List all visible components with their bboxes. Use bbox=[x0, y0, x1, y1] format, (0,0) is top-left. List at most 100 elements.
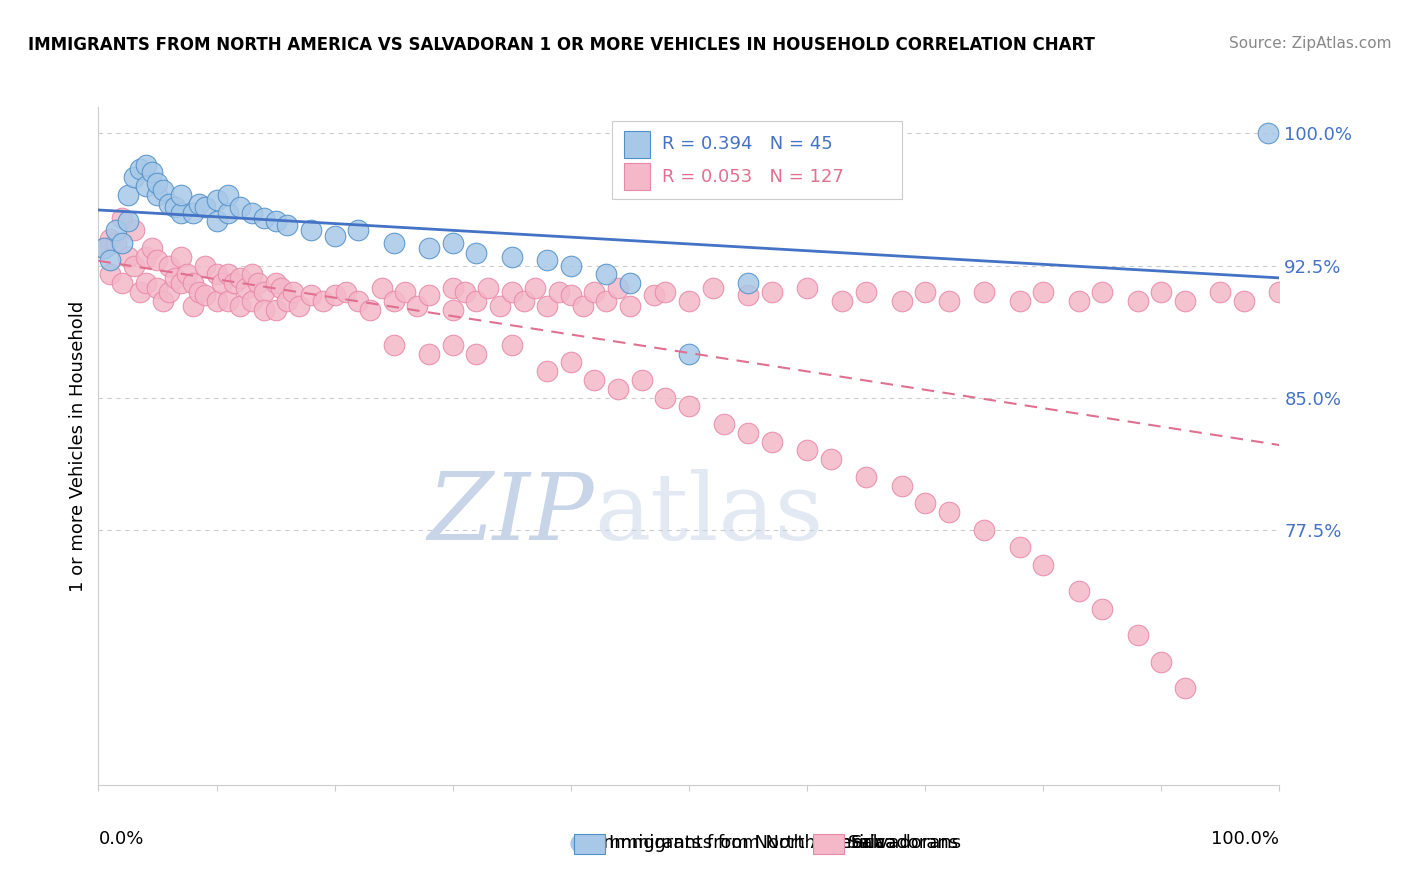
Text: ●: ● bbox=[568, 831, 591, 855]
Text: atlas: atlas bbox=[595, 469, 824, 558]
Text: 0.0%: 0.0% bbox=[98, 830, 143, 847]
Point bbox=[501, 285, 523, 299]
Point bbox=[583, 285, 606, 299]
Point bbox=[217, 205, 239, 219]
Point bbox=[264, 276, 287, 290]
Point bbox=[299, 288, 322, 302]
Point bbox=[122, 170, 145, 185]
Text: ●: ● bbox=[821, 831, 844, 855]
Point bbox=[240, 293, 263, 308]
Point bbox=[607, 382, 630, 396]
Point bbox=[560, 288, 582, 302]
Point bbox=[135, 179, 157, 194]
Point bbox=[165, 270, 187, 285]
Point bbox=[890, 478, 912, 492]
Point bbox=[536, 253, 558, 268]
Point bbox=[548, 285, 571, 299]
Point bbox=[1257, 127, 1279, 141]
Text: Salvadorans: Salvadorans bbox=[848, 834, 959, 852]
Point bbox=[477, 281, 499, 295]
Point bbox=[135, 276, 157, 290]
Point bbox=[1233, 293, 1256, 308]
Point bbox=[394, 285, 416, 299]
Point bbox=[240, 205, 263, 219]
Point bbox=[194, 259, 217, 273]
Point bbox=[441, 235, 464, 250]
Point bbox=[117, 214, 139, 228]
Point bbox=[270, 281, 292, 295]
Point bbox=[146, 188, 169, 202]
Point bbox=[737, 425, 759, 440]
Point bbox=[1091, 602, 1114, 616]
Point bbox=[187, 285, 209, 299]
Point bbox=[1067, 584, 1090, 599]
Point bbox=[181, 205, 204, 219]
Point bbox=[973, 285, 995, 299]
Point bbox=[205, 268, 228, 282]
Point bbox=[135, 250, 157, 264]
Point bbox=[111, 235, 134, 250]
Point bbox=[382, 293, 405, 308]
Point bbox=[246, 276, 269, 290]
Text: Salvadorans: Salvadorans bbox=[851, 834, 962, 852]
Point bbox=[323, 288, 346, 302]
FancyBboxPatch shape bbox=[612, 120, 901, 199]
Point bbox=[607, 281, 630, 295]
Point bbox=[737, 276, 759, 290]
Point bbox=[288, 299, 311, 313]
Point bbox=[831, 293, 853, 308]
Text: Source: ZipAtlas.com: Source: ZipAtlas.com bbox=[1229, 36, 1392, 51]
Point bbox=[111, 276, 134, 290]
Point bbox=[643, 288, 665, 302]
Point bbox=[347, 293, 370, 308]
Point bbox=[111, 211, 134, 225]
Point bbox=[264, 214, 287, 228]
Point bbox=[418, 241, 440, 255]
Point bbox=[146, 281, 169, 295]
Point bbox=[157, 259, 180, 273]
Point bbox=[165, 201, 187, 215]
Point bbox=[128, 161, 150, 176]
Text: Immigrants from North America: Immigrants from North America bbox=[598, 834, 884, 852]
Point bbox=[194, 201, 217, 215]
Text: 100.0%: 100.0% bbox=[1212, 830, 1279, 847]
Point bbox=[441, 337, 464, 351]
Point bbox=[1008, 293, 1031, 308]
Point bbox=[253, 211, 276, 225]
Point bbox=[235, 281, 257, 295]
Point bbox=[335, 285, 357, 299]
Point bbox=[105, 235, 128, 250]
Text: R = 0.394   N = 45: R = 0.394 N = 45 bbox=[662, 136, 832, 153]
Point bbox=[512, 293, 534, 308]
Point bbox=[1126, 628, 1149, 642]
Point bbox=[796, 443, 818, 458]
Point bbox=[323, 228, 346, 243]
Point bbox=[382, 337, 405, 351]
Point bbox=[152, 293, 174, 308]
Point bbox=[347, 223, 370, 237]
Point bbox=[205, 293, 228, 308]
Point bbox=[914, 496, 936, 510]
Point bbox=[229, 201, 252, 215]
Point bbox=[571, 299, 593, 313]
Point bbox=[1126, 293, 1149, 308]
Point bbox=[176, 268, 198, 282]
Text: IMMIGRANTS FROM NORTH AMERICA VS SALVADORAN 1 OR MORE VEHICLES IN HOUSEHOLD CORR: IMMIGRANTS FROM NORTH AMERICA VS SALVADO… bbox=[28, 36, 1095, 54]
Point bbox=[418, 346, 440, 360]
Point bbox=[229, 299, 252, 313]
Text: ZIP: ZIP bbox=[427, 469, 595, 558]
Point bbox=[619, 276, 641, 290]
Point bbox=[678, 400, 700, 414]
Point bbox=[465, 246, 488, 260]
Point bbox=[283, 285, 305, 299]
Point bbox=[536, 299, 558, 313]
Point bbox=[181, 276, 204, 290]
Point bbox=[737, 288, 759, 302]
Point bbox=[170, 205, 193, 219]
Point bbox=[359, 302, 381, 317]
Point bbox=[524, 281, 547, 295]
Point bbox=[418, 288, 440, 302]
Point bbox=[187, 197, 209, 211]
Point bbox=[276, 293, 298, 308]
Point bbox=[98, 232, 121, 246]
